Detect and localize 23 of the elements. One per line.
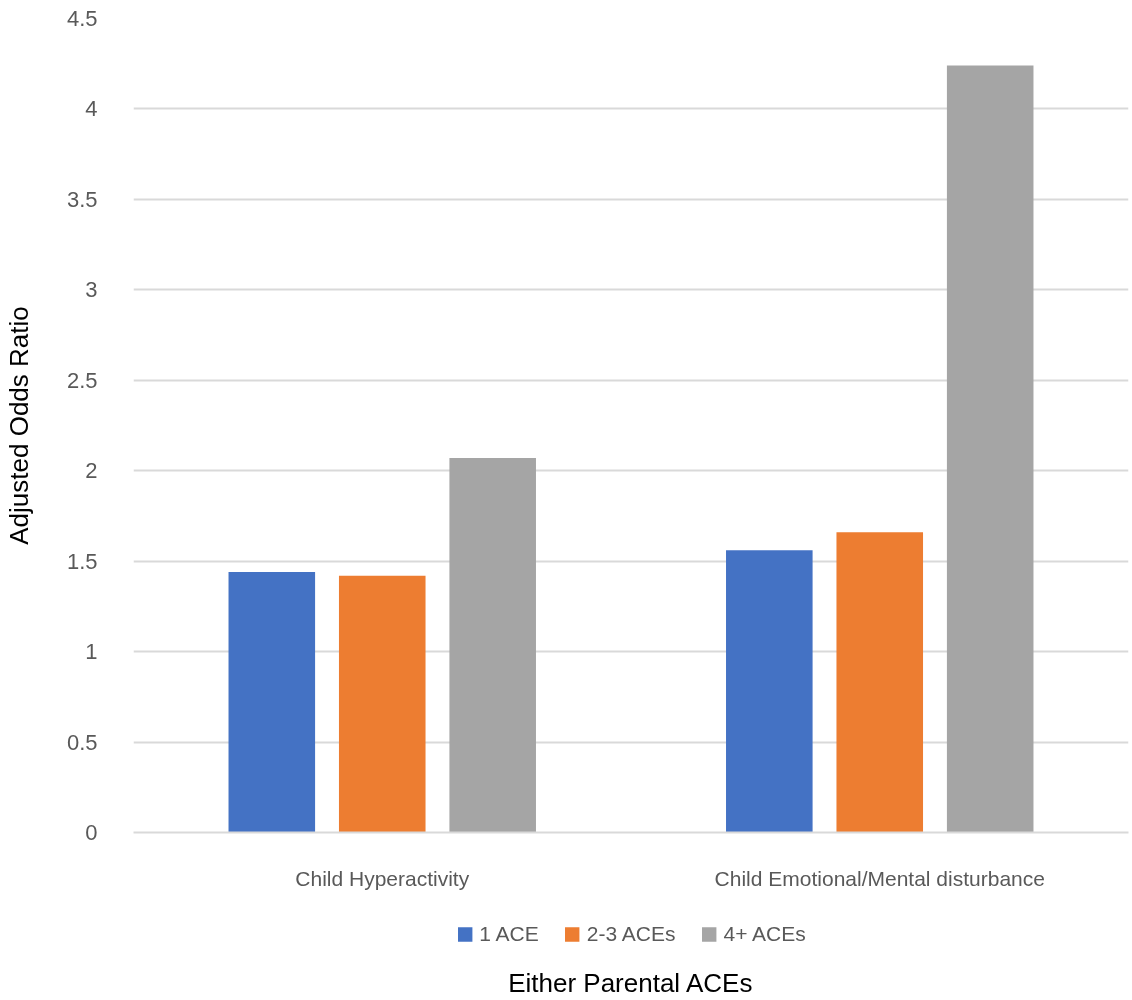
- y-tick-label: 1: [85, 639, 98, 665]
- bar: [228, 572, 316, 833]
- x-tick-label: Child Emotional/Mental disturbance: [714, 866, 1045, 890]
- bar: [836, 532, 924, 833]
- bar: [449, 458, 536, 833]
- y-tick-label: 4.5: [66, 6, 98, 31]
- y-tick-label: 1.5: [66, 548, 98, 574]
- y-tick-label: 2: [85, 458, 98, 484]
- y-tick-label: 0.5: [66, 729, 98, 755]
- y-axis-title: Adjusted Odds Ratio: [3, 306, 34, 545]
- y-tick-label: 3.5: [66, 186, 98, 212]
- legend-label: 1 ACE: [479, 922, 539, 946]
- y-tick-label: 0: [85, 820, 98, 845]
- bar: [726, 550, 813, 833]
- bar: [338, 575, 426, 833]
- x-axis-title: Either Parental ACEs: [508, 967, 753, 998]
- y-tick-label: 2.5: [66, 367, 98, 393]
- y-tick-label: 4: [85, 96, 98, 122]
- legend-label: 2-3 ACEs: [586, 922, 676, 946]
- y-tick-label: 3: [85, 277, 98, 303]
- legend-label: 4+ ACEs: [723, 922, 806, 946]
- bar: [946, 65, 1034, 833]
- x-tick-label: Child Hyperactivity: [295, 866, 470, 890]
